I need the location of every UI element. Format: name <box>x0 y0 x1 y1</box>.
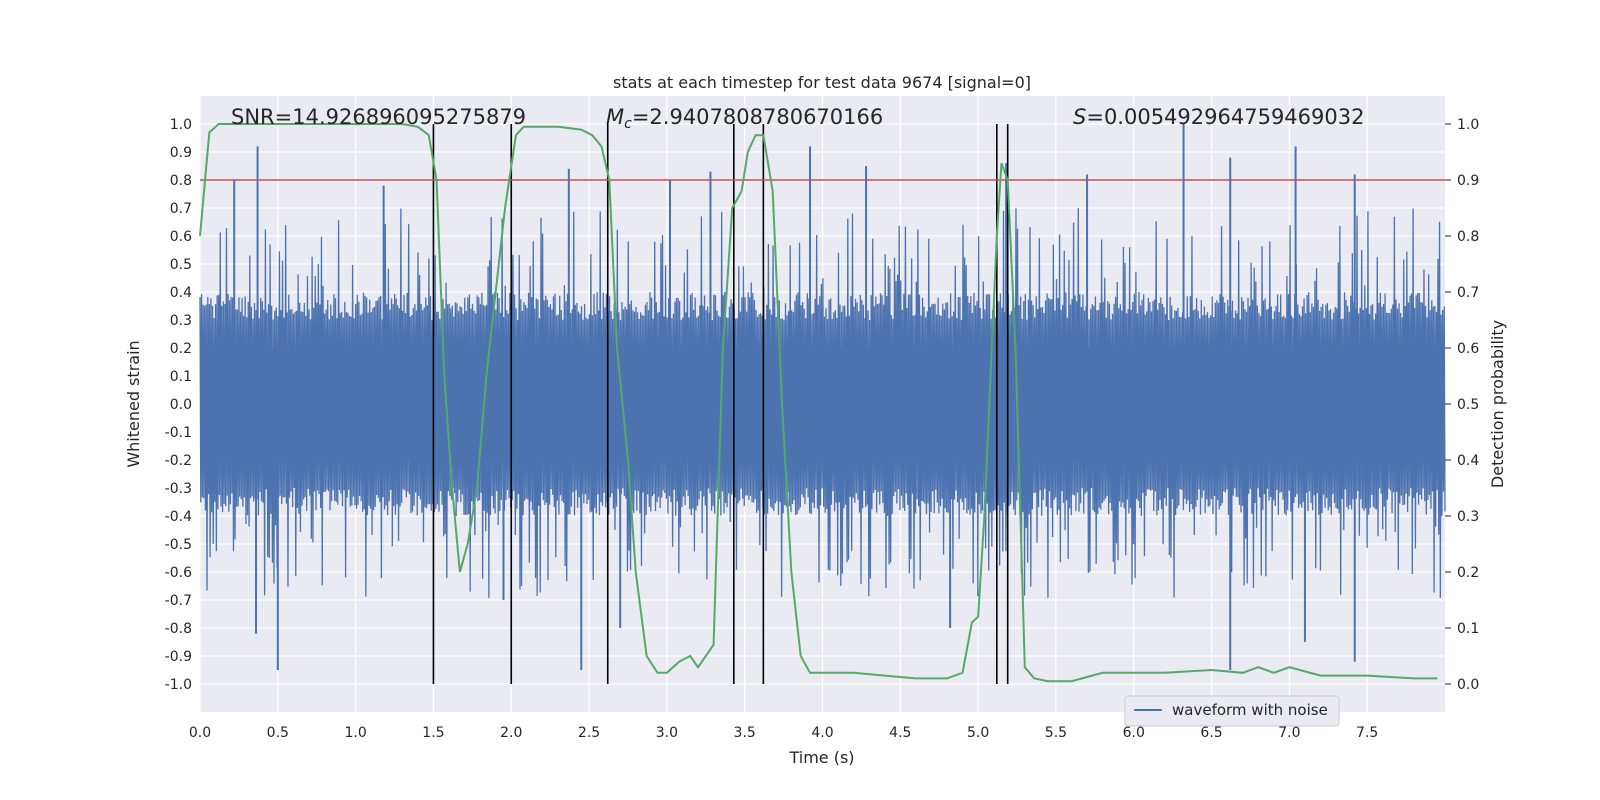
y-left-tick-label: -0.4 <box>165 509 192 525</box>
y-left-tick-label: -0.8 <box>165 621 192 637</box>
x-tick-label: 5.0 <box>967 725 989 741</box>
x-tick-label: 6.0 <box>1123 725 1145 741</box>
y-right-tick-label: 0.7 <box>1457 285 1479 301</box>
y-left-axis-ticks: 1.0 0.9 0.8 0.7 0.6 0.5 0.4 0.3 0.2 0.1 0.0 -0.1 -0.… <box>165 117 192 693</box>
y-right-tick-label: 0.5 <box>1457 397 1479 413</box>
chirp-mass-subscript: c <box>624 116 632 132</box>
x-tick-label: 1.5 <box>422 725 444 741</box>
y-right-tick-label: 0.4 <box>1457 453 1479 469</box>
y-left-tick-label: 0.6 <box>170 229 192 245</box>
chirp-mass-annotation: Mc=2.9407808780670166 <box>606 105 883 132</box>
y-left-tick-label: -0.7 <box>165 593 192 609</box>
x-tick-label: 2.0 <box>500 725 522 741</box>
x-tick-label: 2.5 <box>578 725 600 741</box>
y-left-tick-label: -0.5 <box>165 537 192 553</box>
chart-title: stats at each timestep for test data 967… <box>613 73 1031 92</box>
s-annotation: S=0.005492964759469032 <box>1073 105 1364 129</box>
legend-waveform-label: waveform with noise <box>1172 701 1328 719</box>
y-right-tick-label: 0.3 <box>1457 509 1479 525</box>
x-tick-label: 0.0 <box>189 725 211 741</box>
vertical-markers <box>432 124 1009 684</box>
y-left-tick-label: -0.9 <box>165 649 192 665</box>
x-tick-label: 3.5 <box>734 725 756 741</box>
y-left-tick-label: 0.1 <box>170 369 192 385</box>
x-tick-label: 7.0 <box>1278 725 1300 741</box>
y-left-tick-label: 1.0 <box>170 117 192 133</box>
legend: waveform with noise <box>1124 695 1340 727</box>
x-tick-label: 4.5 <box>889 725 911 741</box>
legend-box <box>1124 695 1340 727</box>
y-left-tick-label: -0.1 <box>165 425 192 441</box>
y-left-tick-label: 0.5 <box>170 257 192 273</box>
x-axis-label: Time (s) <box>788 748 854 767</box>
y-left-tick-label: 0.0 <box>170 397 192 413</box>
x-tick-label: 0.5 <box>267 725 289 741</box>
probability-series <box>199 123 1438 683</box>
y-left-tick-label: -1.0 <box>165 677 192 693</box>
waveform-core-band <box>200 348 1445 460</box>
chirp-mass-value: =2.9407808780670166 <box>632 105 883 129</box>
probability-line <box>199 123 1438 683</box>
x-tick-label: 7.5 <box>1356 725 1378 741</box>
x-tick-label: 3.0 <box>656 725 678 741</box>
y-right-tick-label: 1.0 <box>1457 117 1479 133</box>
s-symbol: S <box>1073 105 1086 129</box>
x-tick-label: 6.5 <box>1200 725 1222 741</box>
x-tick-label: 5.5 <box>1045 725 1067 741</box>
y-left-tick-label: 0.7 <box>170 201 192 217</box>
y-left-tick-label: -0.6 <box>165 565 192 581</box>
y-right-tick-label: 0.8 <box>1457 229 1479 245</box>
y-right-tick-label: 0.0 <box>1457 677 1479 693</box>
y-left-tick-label: 0.4 <box>170 285 192 301</box>
snr-annotation: SNR=14.926896095275879 <box>231 105 526 129</box>
x-tick-label: 1.0 <box>344 725 366 741</box>
s-value: =0.005492964759469032 <box>1086 105 1364 129</box>
y-right-tick-label: 0.9 <box>1457 173 1479 189</box>
x-axis-ticks: 0.0 0.5 1.0 1.5 2.0 2.5 3.0 3.5 4.0 4.5 5.0 5.5 6.0 6… <box>189 725 1378 741</box>
y-left-tick-label: 0.9 <box>170 145 192 161</box>
x-tick-label: 4.0 <box>811 725 833 741</box>
y-left-tick-label: -0.3 <box>165 481 192 497</box>
chirp-mass-symbol: M <box>606 105 624 129</box>
y-right-tick-label: 0.2 <box>1457 565 1479 581</box>
y-right-axis-ticks: 1.0 0.9 0.8 0.7 0.6 0.5 0.4 0.3 0.2 0.1 0.0 <box>1445 117 1479 693</box>
y-right-tick-label: 0.1 <box>1457 621 1479 637</box>
y-left-tick-label: 0.3 <box>170 313 192 329</box>
waveform-series <box>199 124 1446 670</box>
y-left-tick-label: 0.2 <box>170 341 192 357</box>
y-left-tick-label: 0.8 <box>170 173 192 189</box>
y-right-axis-label: Detection probability <box>1488 320 1507 488</box>
y-right-tick-label: 0.6 <box>1457 341 1479 357</box>
y-left-axis-label: Whitened strain <box>124 340 143 467</box>
y-left-tick-label: -0.2 <box>165 453 192 469</box>
